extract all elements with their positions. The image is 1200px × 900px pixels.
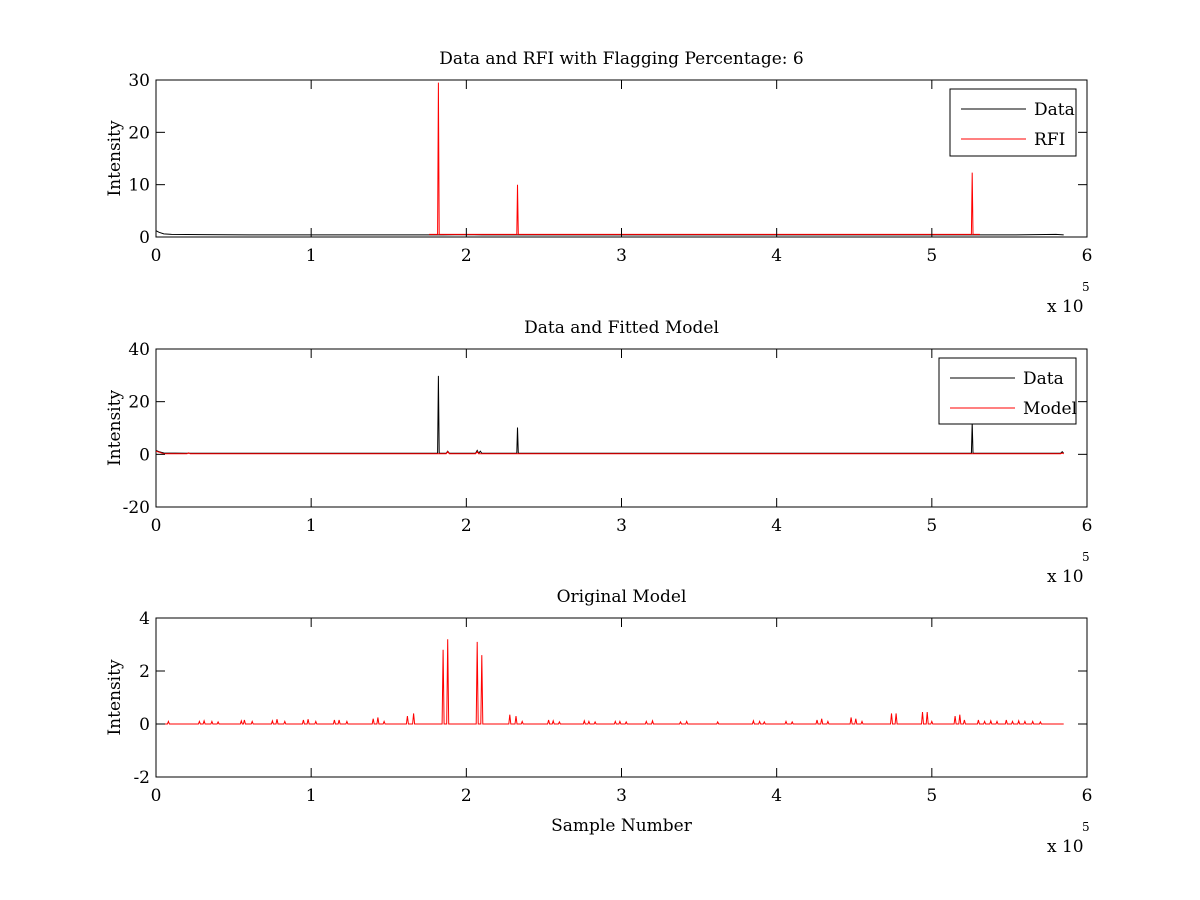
x-tick-label: 1	[306, 246, 317, 266]
x-tick-label: 6	[1082, 516, 1093, 536]
chart-title: Original Model	[557, 587, 687, 607]
y-tick-label: 4	[139, 609, 150, 629]
legend-label-data: Data	[1034, 100, 1075, 120]
x-tick-label: 5	[926, 516, 937, 536]
y-tick-label: 20	[128, 393, 150, 413]
plot-frame	[155, 617, 1088, 778]
x-tick-label: 0	[151, 786, 162, 806]
x-tick-label: 4	[771, 246, 782, 266]
series-line-rfi	[429, 82, 980, 235]
plot-frame	[155, 79, 1088, 238]
legend-box	[938, 357, 1077, 425]
series-group	[162, 639, 1064, 725]
legend: Data Model	[938, 357, 1077, 425]
y-tick-label: 20	[128, 123, 150, 143]
y-tick-label: 0	[139, 228, 150, 248]
x-tick-label: 6	[1082, 786, 1093, 806]
y-tick-label: 10	[128, 176, 150, 196]
y-tick-label: 2	[139, 662, 150, 682]
legend-label-data: Data	[1023, 369, 1064, 389]
y-tick-label: 0	[139, 715, 150, 735]
x-tick-label: 0	[151, 246, 162, 266]
x-tick-label: 5	[926, 786, 937, 806]
x-tick-label: 1	[306, 786, 317, 806]
x-tick-label: 0	[151, 516, 162, 536]
x-scale-multiplier: x 10	[1047, 567, 1084, 587]
x-scale-exponent: 5	[1082, 280, 1090, 294]
y-axis-label: Intensity	[105, 120, 125, 196]
legend-label-model: Model	[1023, 399, 1077, 419]
x-tick-label: 5	[926, 246, 937, 266]
series-line-model	[162, 639, 1064, 725]
x-tick-label: 2	[461, 786, 472, 806]
chart-title: Data and RFI with Flagging Percentage: 6	[439, 49, 803, 69]
y-tick-label: 30	[128, 71, 150, 91]
y-tick-label: -2	[133, 768, 150, 788]
x-tick-label: 4	[771, 516, 782, 536]
x-scale-exponent: 5	[1082, 550, 1090, 564]
x-tick-label: 3	[616, 246, 627, 266]
legend: Data RFI	[949, 88, 1077, 157]
x-tick-label: 3	[616, 786, 627, 806]
x-tick-label: 1	[306, 516, 317, 536]
x-scale-exponent: 5	[1082, 820, 1090, 834]
legend-box	[949, 88, 1077, 157]
subplot-1: 0 1 2 3 4 5 6 0 10 20 30 Data and RFI with Flagging…	[105, 49, 1092, 317]
x-tick-label: 2	[461, 246, 472, 266]
x-scale-multiplier: x 10	[1047, 837, 1084, 857]
x-tick-label: 2	[461, 516, 472, 536]
x-tick-label: 4	[771, 786, 782, 806]
chart-title: Data and Fitted Model	[524, 318, 719, 338]
y-tick-label: 40	[128, 340, 150, 360]
y-tick-label: -20	[123, 498, 150, 518]
x-axis-label: Sample Number	[551, 816, 693, 836]
plot-frame	[155, 348, 1088, 508]
y-axis-label: Intensity	[105, 659, 125, 735]
x-tick-label: 6	[1082, 246, 1093, 266]
legend-label-rfi: RFI	[1034, 130, 1065, 150]
series-group	[156, 375, 1065, 455]
y-axis-label: Intensity	[105, 390, 125, 466]
x-scale-multiplier: x 10	[1047, 297, 1084, 317]
x-tick-label: 3	[616, 516, 627, 536]
series-line-model	[156, 450, 1064, 455]
y-tick-label: 0	[139, 445, 150, 465]
